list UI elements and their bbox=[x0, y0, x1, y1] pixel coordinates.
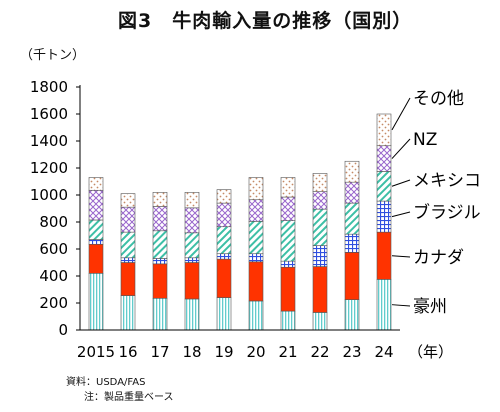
bar-segment-NZ bbox=[376, 145, 392, 172]
y-axis-unit-label: （千トン） bbox=[20, 48, 86, 63]
bar-segment-豪州 bbox=[88, 272, 104, 331]
bar-segment-その他 bbox=[248, 177, 264, 201]
bar-segment-豪州 bbox=[184, 298, 200, 331]
bar-segment-豪州 bbox=[152, 297, 168, 331]
bar-segment-その他 bbox=[312, 173, 328, 192]
y-tick-label: 1800 bbox=[30, 78, 68, 96]
bar-segment-その他 bbox=[152, 192, 168, 207]
bar-segment-NZ bbox=[184, 207, 200, 234]
bar-segment-メキシコ bbox=[248, 221, 264, 255]
bar-segment-その他 bbox=[376, 113, 392, 147]
x-tick-label: 17 bbox=[150, 343, 169, 361]
bar-segment-ブラジル bbox=[280, 260, 296, 268]
bar-segment-豪州 bbox=[312, 312, 328, 331]
bar-segment-カナダ bbox=[344, 252, 360, 300]
x-tick-label: 2015 bbox=[77, 343, 115, 361]
legend-label: 豪州 bbox=[413, 296, 447, 317]
bar-segment-その他 bbox=[216, 189, 232, 204]
bar-segment-豪州 bbox=[248, 300, 264, 331]
bar-segment-メキシコ bbox=[184, 232, 200, 259]
bar-segment-NZ bbox=[248, 199, 264, 222]
legend-label: カナダ bbox=[413, 248, 464, 268]
bar-segment-その他 bbox=[280, 177, 296, 198]
legend-leader-line bbox=[391, 97, 411, 131]
bar-segment-カナダ bbox=[312, 266, 328, 313]
bar-segment-ブラジル bbox=[216, 253, 232, 260]
bar-segment-メキシコ bbox=[312, 208, 328, 246]
x-tick-label: 23 bbox=[342, 343, 361, 361]
legend-leader-line bbox=[391, 211, 411, 218]
y-tick-label: 800 bbox=[39, 213, 68, 231]
x-tick-label: 21 bbox=[278, 343, 297, 361]
y-tick-label: 600 bbox=[39, 240, 68, 258]
bar-segment-NZ bbox=[344, 181, 360, 204]
bar-segment-豪州 bbox=[280, 310, 296, 331]
bar-segment-メキシコ bbox=[216, 226, 232, 255]
bar-segment-ブラジル bbox=[184, 257, 200, 263]
bar-segment-NZ bbox=[280, 196, 296, 221]
bar-segment-豪州 bbox=[120, 295, 136, 331]
bar-segment-豪州 bbox=[376, 279, 392, 331]
bar-segment-NZ bbox=[88, 189, 104, 221]
x-tick-label: 20 bbox=[246, 343, 265, 361]
bar-segment-メキシコ bbox=[280, 220, 296, 262]
y-tick-label: 1200 bbox=[30, 159, 68, 177]
bar-segment-NZ bbox=[120, 206, 136, 233]
legend-leader-line bbox=[391, 138, 411, 159]
bar-segment-その他 bbox=[184, 192, 200, 209]
y-tick-label: 1600 bbox=[30, 105, 68, 123]
bar-segment-カナダ bbox=[216, 258, 232, 298]
bar-segment-メキシコ bbox=[344, 202, 360, 235]
legend-leader-line bbox=[391, 179, 411, 187]
bar-segment-NZ bbox=[216, 202, 232, 228]
bar-segment-豪州 bbox=[216, 297, 232, 331]
bar-segment-メキシコ bbox=[152, 230, 168, 259]
bar-segment-メキシコ bbox=[376, 171, 392, 202]
y-tick-label: 400 bbox=[39, 267, 68, 285]
bar-segment-ブラジル bbox=[248, 253, 264, 263]
x-tick-label: 24 bbox=[374, 343, 393, 361]
y-tick-label: 1400 bbox=[30, 132, 68, 150]
bar-segment-カナダ bbox=[152, 263, 168, 299]
y-tick-label: 200 bbox=[39, 294, 68, 312]
bar-segment-その他 bbox=[88, 177, 104, 191]
bar-segment-豪州 bbox=[344, 299, 360, 331]
legend-leader-line bbox=[391, 255, 411, 258]
bar-segment-その他 bbox=[344, 160, 360, 183]
bar-segment-メキシコ bbox=[120, 231, 136, 259]
bar-segment-ブラジル bbox=[120, 257, 136, 263]
bar-segment-ブラジル bbox=[344, 233, 360, 253]
legend-label: その他 bbox=[413, 89, 464, 109]
chart-title: 図3 牛肉輸入量の推移（国別） bbox=[118, 10, 413, 32]
legend-leader-line bbox=[391, 304, 411, 307]
bar-segment-その他 bbox=[120, 193, 136, 208]
legend-label: ブラジル bbox=[413, 202, 481, 223]
bar-segment-カナダ bbox=[120, 262, 136, 296]
bar-segment-カナダ bbox=[280, 266, 296, 312]
bar-segment-NZ bbox=[312, 191, 328, 210]
bar-segment-ブラジル bbox=[88, 239, 104, 245]
legend-label: NZ bbox=[413, 130, 437, 150]
bar-segment-カナダ bbox=[88, 243, 104, 274]
bar-segment-カナダ bbox=[248, 261, 264, 302]
bar-segment-ブラジル bbox=[312, 245, 328, 267]
x-tick-label: 16 bbox=[118, 343, 137, 361]
bar-segment-ブラジル bbox=[152, 258, 168, 265]
x-axis-label: （年） bbox=[408, 343, 453, 361]
y-tick-label: 0 bbox=[58, 321, 68, 339]
bar-segment-ブラジル bbox=[376, 200, 392, 233]
x-tick-label: 22 bbox=[310, 343, 329, 361]
bar-segment-カナダ bbox=[376, 231, 392, 280]
bar-segment-NZ bbox=[152, 206, 168, 232]
source-note: 資料：USDA/FAS bbox=[66, 377, 146, 388]
x-tick-label: 18 bbox=[182, 343, 201, 361]
basis-note: 注：製品重量ベース bbox=[84, 392, 174, 403]
x-tick-label: 19 bbox=[214, 343, 233, 361]
bar-segment-メキシコ bbox=[88, 219, 104, 240]
legend-label: メキシコ bbox=[413, 171, 481, 191]
y-tick-label: 1000 bbox=[30, 186, 68, 204]
bar-segment-カナダ bbox=[184, 262, 200, 300]
